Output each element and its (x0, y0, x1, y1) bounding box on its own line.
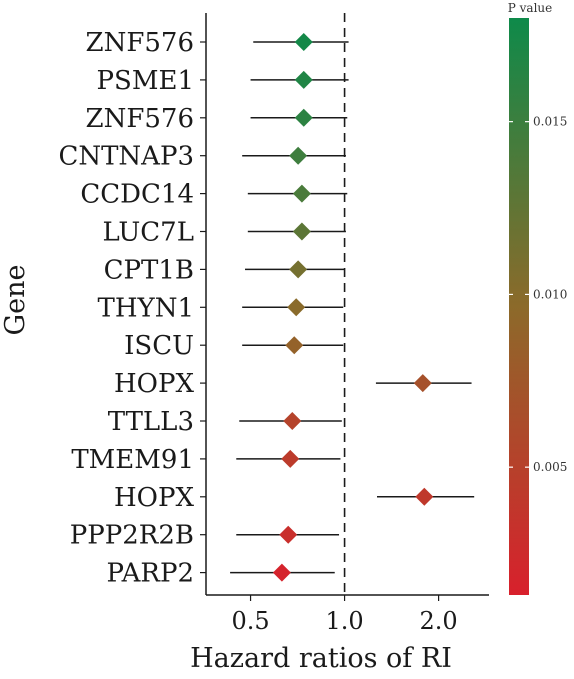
hr-point (292, 184, 311, 203)
gene-label: ISCU (124, 331, 194, 361)
x-tick-label: 2.0 (420, 607, 458, 635)
hr-point (294, 108, 313, 127)
gene-label: PSME1 (97, 66, 194, 96)
gene-label: HOPX (114, 483, 194, 513)
y-axis-title: Gene (0, 265, 31, 336)
hr-point (283, 412, 302, 430)
x-tick-label: 1.0 (325, 607, 363, 635)
colorbar-gradient (509, 18, 529, 595)
hr-point (413, 374, 432, 393)
gene-label: TMEM91 (71, 445, 194, 475)
hr-point (272, 563, 291, 582)
hr-point (294, 70, 313, 89)
gene-label: CPT1B (104, 255, 194, 285)
gene-label: PARP2 (107, 559, 195, 589)
gene-label: TTLL3 (108, 407, 194, 437)
colorbar-tick-label: 0.010 (533, 287, 567, 301)
gene-label: PPP2R2B (70, 521, 194, 551)
colorbar-tick-label: 0.005 (533, 460, 567, 474)
colorbar-tick-label: 0.015 (533, 115, 567, 129)
gene-label: CCDC14 (80, 180, 194, 210)
plot-area (205, 13, 489, 596)
gene-label: THYN1 (98, 293, 194, 323)
gene-label: CNTNAP3 (58, 142, 194, 172)
colorbar-legend: P value 0.005 0.010 0.015 (508, 1, 567, 595)
hr-point (415, 487, 434, 506)
hr-point (287, 298, 306, 317)
hr-point (285, 336, 304, 355)
hr-point (289, 260, 308, 279)
gene-label: ZNF576 (86, 104, 194, 134)
hr-point (289, 146, 308, 165)
colorbar-title: P value (508, 1, 553, 15)
gene-labels: ZNF576 PSME1 ZNF576 CNTNAP3 CCDC14 LUC7L CPT1B… (58, 28, 206, 589)
hr-point (281, 449, 300, 468)
gene-label: LUC7L (103, 218, 194, 248)
x-axis: 0.5 1.0 2.0 (231, 595, 458, 635)
gene-label: ZNF576 (86, 28, 194, 58)
x-tick-label: 0.5 (231, 607, 269, 635)
hr-point (279, 525, 298, 544)
x-axis-title: Hazard ratios of RI (190, 643, 452, 674)
gene-label: HOPX (114, 369, 194, 399)
hr-point (294, 33, 313, 51)
hr-point (292, 222, 311, 241)
